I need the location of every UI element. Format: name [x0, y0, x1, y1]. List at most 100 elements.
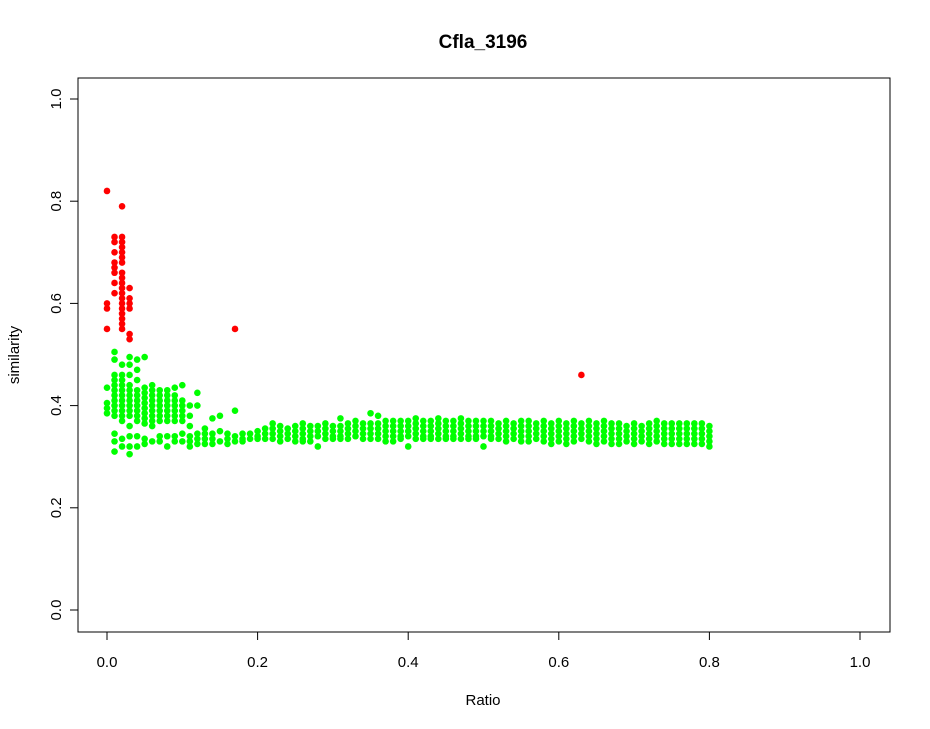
- green-point: [691, 435, 698, 443]
- green-point: [374, 435, 382, 443]
- green-point: [156, 402, 164, 409]
- green-point: [186, 443, 194, 450]
- green-point: [148, 386, 156, 394]
- green-point: [691, 425, 698, 432]
- green-point: [457, 425, 465, 432]
- green-point: [148, 407, 156, 415]
- green-point: [133, 402, 141, 409]
- green-point: [630, 420, 638, 427]
- green-point: [352, 432, 359, 440]
- green-point: [141, 394, 148, 402]
- green-point: [480, 443, 487, 450]
- green-point: [171, 432, 179, 440]
- green-point: [555, 417, 563, 425]
- green-point: [525, 417, 532, 425]
- green-point: [442, 427, 450, 435]
- green-point: [329, 427, 337, 435]
- green-point: [231, 438, 239, 445]
- green-point: [645, 425, 653, 432]
- green-point: [563, 425, 570, 432]
- green-point: [148, 402, 156, 409]
- green-point: [171, 438, 179, 445]
- green-point: [141, 435, 148, 443]
- green-point: [374, 430, 382, 438]
- plot-frame: [77, 77, 891, 633]
- red-point: [118, 274, 126, 282]
- red-point: [118, 320, 126, 328]
- green-point: [156, 417, 164, 425]
- green-point: [480, 422, 487, 430]
- red-point: [118, 300, 126, 307]
- green-point: [517, 432, 525, 440]
- green-point: [314, 432, 322, 440]
- green-series: [103, 348, 713, 458]
- green-point: [352, 417, 359, 425]
- green-point: [578, 420, 585, 427]
- green-point: [442, 422, 450, 430]
- green-point: [299, 430, 307, 438]
- green-point: [540, 417, 548, 425]
- green-point: [224, 435, 231, 443]
- green-point: [555, 438, 563, 445]
- green-point: [698, 440, 706, 448]
- green-point: [502, 432, 510, 440]
- green-point: [133, 407, 141, 415]
- green-point: [457, 435, 465, 443]
- green-point: [630, 440, 638, 448]
- green-point: [367, 430, 374, 438]
- green-point: [480, 417, 487, 425]
- red-point: [118, 325, 126, 333]
- green-point: [495, 430, 502, 438]
- green-point: [216, 412, 224, 420]
- green-point: [585, 422, 593, 430]
- red-point: [111, 238, 118, 246]
- green-point: [623, 427, 630, 435]
- green-point: [419, 435, 427, 443]
- green-point: [133, 397, 141, 404]
- green-point: [472, 422, 480, 430]
- green-point: [163, 402, 171, 409]
- green-point: [389, 432, 397, 440]
- green-point: [194, 402, 201, 409]
- green-point: [171, 402, 179, 409]
- green-point: [487, 427, 495, 435]
- green-point: [254, 427, 261, 435]
- green-point: [126, 450, 133, 458]
- green-point: [156, 407, 164, 415]
- red-point: [118, 233, 126, 241]
- green-point: [706, 443, 713, 450]
- green-point: [638, 438, 645, 445]
- green-point: [382, 417, 389, 425]
- green-point: [660, 435, 668, 443]
- green-point: [118, 417, 126, 425]
- y-tick-label: 0.4: [48, 395, 65, 416]
- green-point: [111, 356, 118, 363]
- green-point: [337, 422, 344, 430]
- green-point: [163, 392, 171, 399]
- green-point: [578, 425, 585, 432]
- green-point: [382, 438, 389, 445]
- green-point: [457, 415, 465, 422]
- green-point: [435, 430, 442, 438]
- green-point: [126, 381, 133, 389]
- green-point: [653, 432, 660, 440]
- green-point: [570, 432, 578, 440]
- green-point: [261, 425, 269, 432]
- green-point: [163, 397, 171, 404]
- green-point: [638, 432, 645, 440]
- green-point: [547, 435, 555, 443]
- green-point: [691, 420, 698, 427]
- green-point: [706, 427, 713, 435]
- green-point: [683, 430, 691, 438]
- green-point: [344, 425, 352, 432]
- green-point: [224, 440, 231, 448]
- green-point: [660, 440, 668, 448]
- green-point: [465, 422, 472, 430]
- green-point: [630, 435, 638, 443]
- green-point: [148, 438, 156, 445]
- green-point: [480, 427, 487, 435]
- green-point: [419, 417, 427, 425]
- green-point: [412, 425, 420, 432]
- green-point: [645, 420, 653, 427]
- green-point: [404, 427, 412, 435]
